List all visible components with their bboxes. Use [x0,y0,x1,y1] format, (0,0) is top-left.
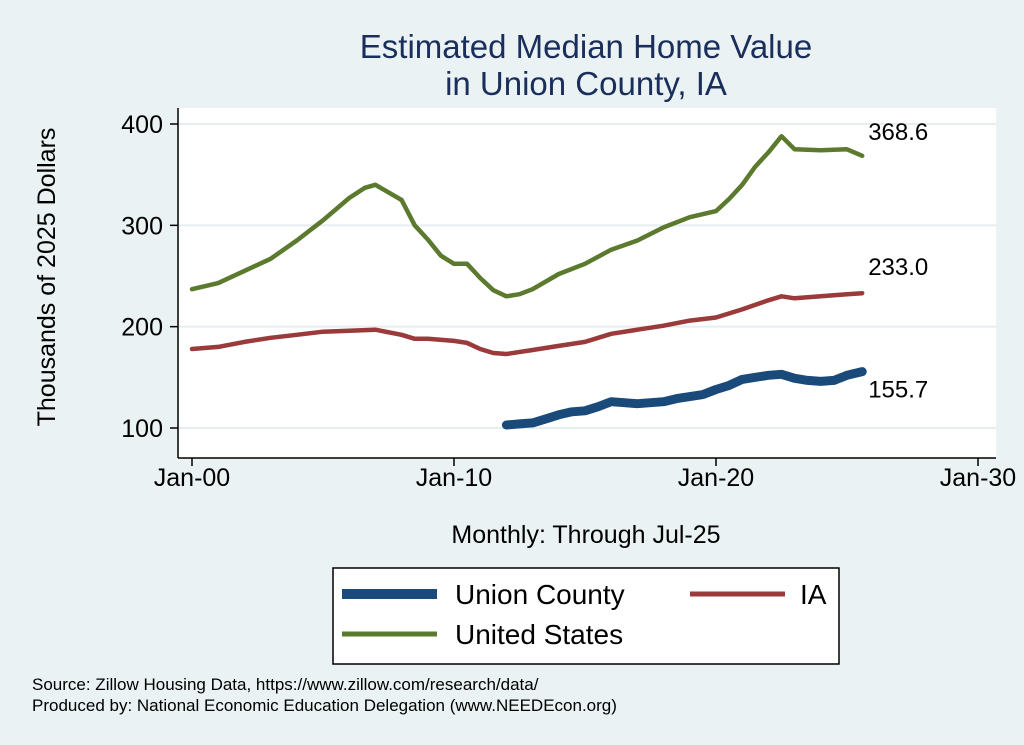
end-value-label: 368.6 [868,119,928,146]
plot-area [178,108,996,458]
end-value-label: 233.0 [868,254,928,281]
x-tick-label: Jan-30 [940,464,1016,492]
x-tick-label: Jan-10 [416,464,492,492]
series-line-united-states [189,133,865,299]
x-tick-label: Jan-20 [678,464,754,492]
y-axis-label: Thousands of 2025 Dollars [33,128,61,427]
source-note: Source: Zillow Housing Data, https://www… [32,675,539,694]
legend-label: United States [455,619,623,650]
x-axis-label: Monthly: Through Jul-25 [451,521,720,549]
chart-title-line-2: in Union County, IA [445,65,727,102]
legend-label: Union County [455,579,625,610]
y-tick-label: 400 [121,111,163,139]
y-tick-label: 200 [121,314,163,342]
legend: Union County IA United States [332,567,840,665]
legend-label: IA [800,579,827,610]
axes: 100 200 300 400 Jan-00 Jan-10 Jan-20 Jan-30 [121,108,1016,492]
legend-box [332,567,840,665]
end-labels: 368.6 233.0 155.7 [868,119,928,404]
producer-note: Produced by: National Economic Education… [32,696,617,715]
series-line-ia [189,290,865,357]
x-tick-label: Jan-00 [154,464,230,492]
series-group [189,133,867,430]
series-line-union-county [501,367,867,430]
chart-title-line-1: Estimated Median Home Value [360,28,812,65]
end-value-label: 155.7 [868,377,928,404]
y-tick-label: 100 [121,415,163,443]
y-tick-label: 300 [121,212,163,240]
